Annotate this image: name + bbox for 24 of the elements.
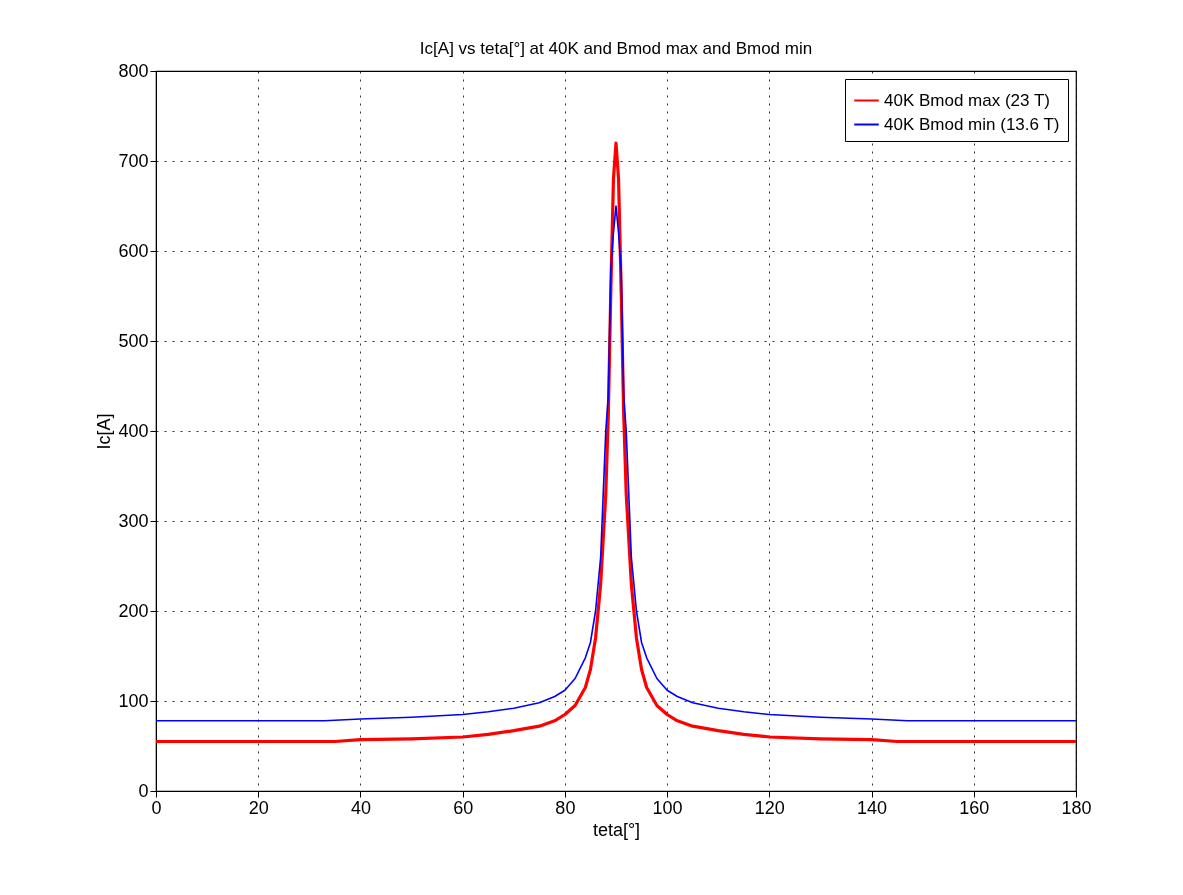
- y-tick-label: 500: [118, 330, 149, 351]
- x-tick-label: 180: [1061, 797, 1092, 818]
- x-tick-label: 60: [453, 797, 474, 818]
- y-tick-label: 400: [118, 420, 149, 441]
- y-tick-label: 0: [138, 780, 149, 801]
- x-tick-label: 100: [652, 797, 683, 818]
- y-axis-title: Ic[A]: [94, 413, 115, 450]
- chart-title: Ic[A] vs teta[°] at 40K and Bmod max and Bmod min: [419, 39, 813, 58]
- x-tick-label: 80: [555, 797, 576, 818]
- y-tick-label: 600: [118, 240, 149, 261]
- y-tick-label: 200: [118, 600, 149, 621]
- legend-label: 40K Bmod min (13.6 T): [884, 114, 1060, 134]
- x-axis-title: teta[°]: [592, 819, 641, 840]
- x-tick-label: 140: [857, 797, 888, 818]
- x-tick-label: 120: [754, 797, 785, 818]
- x-tick-label: 0: [151, 797, 162, 818]
- y-tick-label: 700: [118, 150, 149, 171]
- x-tick-label: 160: [959, 797, 990, 818]
- y-tick-label: 100: [118, 690, 149, 711]
- x-tick-label: 40: [350, 797, 371, 818]
- y-tick-label: 800: [118, 60, 149, 81]
- legend-label: 40K Bmod max (23 T): [884, 90, 1050, 110]
- y-tick-label: 300: [118, 510, 149, 531]
- x-tick-label: 20: [248, 797, 269, 818]
